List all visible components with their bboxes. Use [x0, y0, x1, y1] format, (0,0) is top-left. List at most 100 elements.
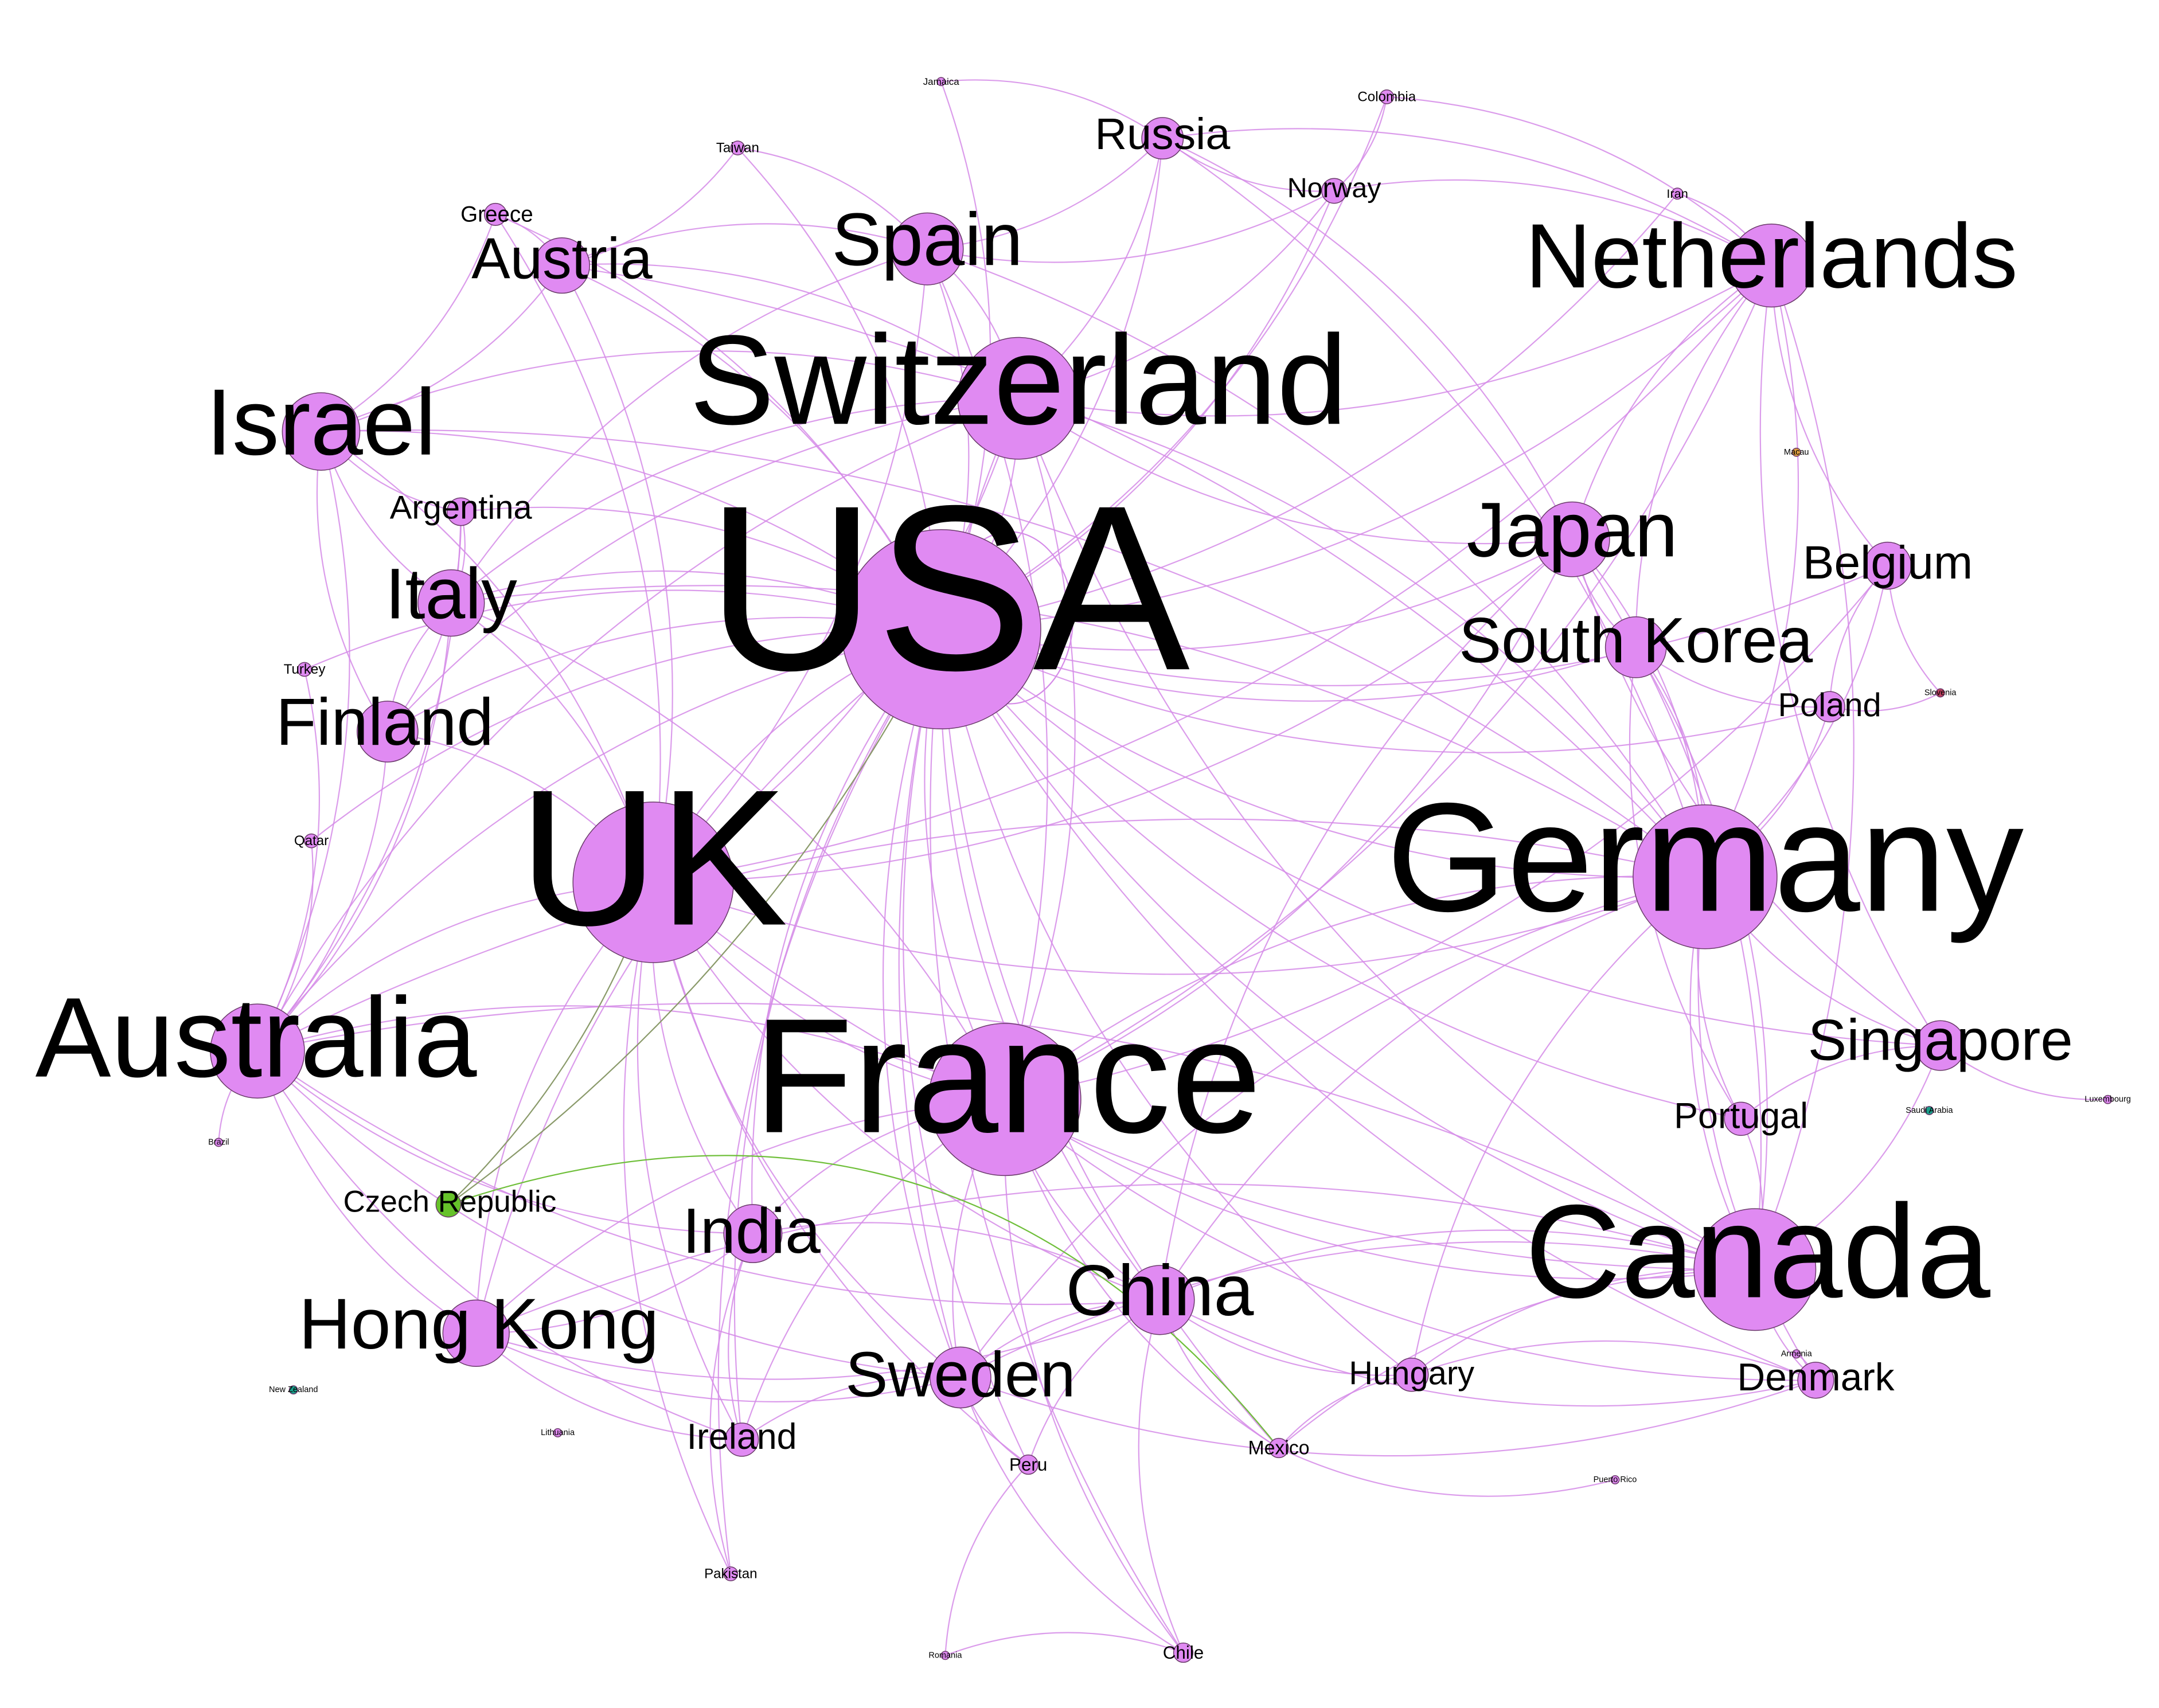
node-india[interactable]	[723, 1204, 783, 1264]
node-newzealand[interactable]	[288, 1385, 298, 1395]
network-edge	[940, 628, 1816, 1381]
label-germany: Germany	[1387, 771, 2024, 945]
network-edge	[940, 628, 1637, 702]
network-edge	[1635, 647, 1768, 1270]
label-turkey: Turkey	[284, 662, 326, 677]
node-spain[interactable]	[891, 212, 964, 286]
network-edge	[653, 882, 1755, 1271]
network-edge	[256, 1050, 477, 1334]
network-edge	[637, 882, 743, 1440]
label-china: China	[1066, 1250, 1254, 1331]
label-taiwan: Taiwan	[716, 140, 759, 156]
network-edge	[1004, 565, 1888, 1100]
node-france[interactable]	[928, 1023, 1082, 1177]
network-edge	[257, 1003, 1755, 1271]
node-ireland[interactable]	[724, 1422, 759, 1457]
network-edge	[960, 876, 1705, 1378]
label-colombia: Colombia	[1357, 89, 1416, 104]
node-poland[interactable]	[1814, 691, 1845, 722]
node-japan[interactable]	[1534, 501, 1610, 577]
network-edge	[1159, 1229, 1755, 1301]
network-edge	[311, 628, 942, 842]
network-edge	[1159, 1299, 1816, 1407]
network-edge	[940, 628, 1941, 1046]
node-netherlands[interactable]	[1729, 223, 1814, 308]
network-edge	[1771, 265, 1888, 566]
network-edge	[1278, 1447, 1615, 1497]
network-edge	[321, 429, 1706, 878]
node-slovenia[interactable]	[1935, 688, 1945, 698]
label-chile: Chile	[1163, 1643, 1204, 1663]
node-uk[interactable]	[572, 802, 734, 963]
network-edge	[960, 1241, 1755, 1378]
node-romania[interactable]	[940, 1651, 950, 1660]
node-italy[interactable]	[417, 569, 485, 637]
node-czech[interactable]	[435, 1191, 462, 1218]
network-edge	[1138, 1300, 1184, 1653]
label-india: India	[682, 1195, 821, 1267]
node-greece[interactable]	[483, 202, 507, 226]
node-australia[interactable]	[210, 1003, 305, 1099]
node-iran[interactable]	[1671, 187, 1684, 200]
node-switzerland[interactable]	[957, 337, 1080, 460]
node-singapore[interactable]	[1915, 1020, 1966, 1071]
node-southkorea[interactable]	[1604, 616, 1667, 678]
node-germany[interactable]	[1633, 804, 1778, 949]
node-pakistan[interactable]	[723, 1566, 739, 1581]
network-edge	[257, 1050, 961, 1378]
node-norway[interactable]	[1321, 178, 1348, 204]
node-austria[interactable]	[533, 237, 590, 294]
node-colombia[interactable]	[1379, 89, 1395, 104]
network-edge	[927, 248, 1706, 877]
label-czech: Czech Republic	[343, 1185, 556, 1219]
node-chile[interactable]	[1173, 1642, 1194, 1663]
node-finland[interactable]	[356, 701, 419, 763]
label-denmark: Denmark	[1737, 1356, 1894, 1399]
label-canada: Canada	[1525, 1178, 1990, 1326]
label-uk: UK	[518, 749, 787, 966]
label-finland: Finland	[276, 685, 494, 759]
network-edge	[1004, 1099, 1816, 1381]
network-edge	[1018, 397, 1706, 877]
network-edge	[623, 882, 732, 1574]
node-luxembourg[interactable]	[2103, 1095, 2113, 1104]
network-edge	[1004, 1099, 1755, 1280]
node-china[interactable]	[1125, 1265, 1195, 1335]
node-denmark[interactable]	[1797, 1362, 1834, 1399]
node-portugal[interactable]	[1724, 1101, 1758, 1136]
network-labels: USA UK Germany France Switzerland Canada Austr…	[36, 76, 2131, 1663]
node-usa[interactable]	[841, 529, 1041, 730]
network-edge	[709, 1233, 753, 1574]
node-peru[interactable]	[1018, 1454, 1038, 1475]
node-argentina[interactable]	[446, 497, 475, 526]
node-canada[interactable]	[1693, 1208, 1817, 1331]
network-edge	[475, 1332, 961, 1402]
node-turkey[interactable]	[297, 662, 312, 677]
node-mexico[interactable]	[1268, 1437, 1289, 1459]
label-southkorea: South Korea	[1459, 605, 1813, 676]
node-lithuania[interactable]	[553, 1428, 563, 1437]
node-jamaica[interactable]	[936, 77, 946, 87]
node-brazil[interactable]	[214, 1138, 224, 1147]
network-edge	[256, 669, 320, 1052]
node-puertorico[interactable]	[1610, 1475, 1620, 1484]
network-edge	[475, 1099, 1005, 1334]
node-belgium[interactable]	[1864, 541, 1912, 590]
node-taiwan[interactable]	[730, 140, 745, 155]
node-russia[interactable]	[1141, 117, 1184, 160]
node-armenia[interactable]	[1791, 1349, 1801, 1359]
node-israel[interactable]	[282, 392, 361, 471]
node-hungary[interactable]	[1394, 1357, 1429, 1392]
label-luxembourg: Luxembourg	[2084, 1095, 2131, 1104]
label-armenia: Armenia	[1781, 1350, 1813, 1359]
network-edge	[882, 629, 961, 1378]
network-edge	[1333, 96, 1388, 191]
network-edge	[653, 882, 1160, 1301]
node-saudiarabia[interactable]	[1924, 1106, 1934, 1115]
node-sweden[interactable]	[930, 1346, 991, 1409]
network-edge	[1004, 875, 1705, 1100]
node-qatar[interactable]	[304, 833, 319, 849]
node-macau[interactable]	[1791, 447, 1801, 457]
network-edge	[1411, 1340, 1816, 1381]
node-hongkong[interactable]	[442, 1299, 510, 1367]
